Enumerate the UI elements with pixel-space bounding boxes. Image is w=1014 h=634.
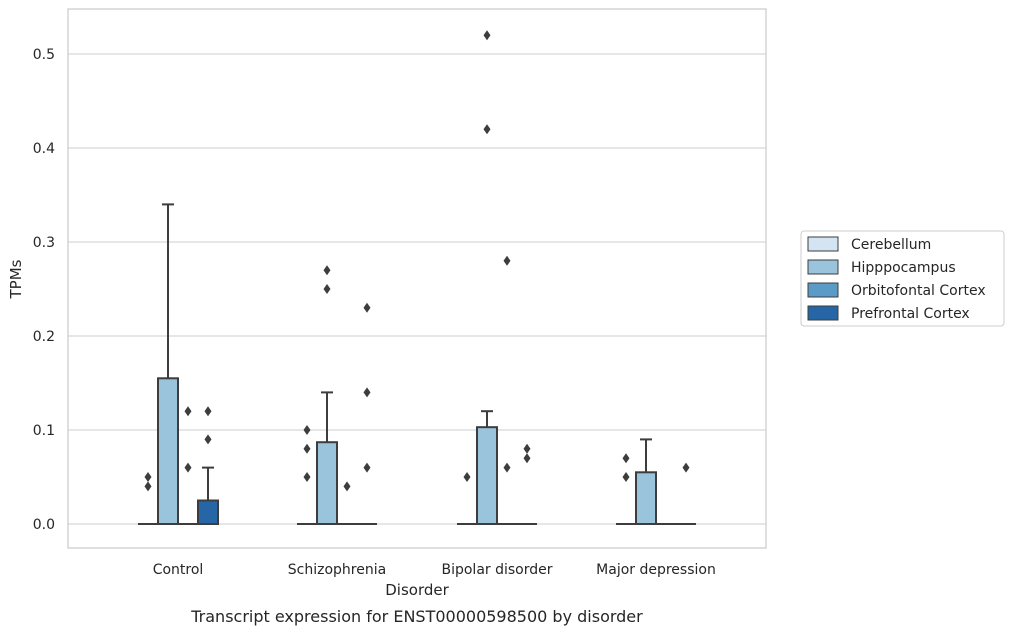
legend-swatch: [807, 259, 839, 275]
box-body: [476, 426, 498, 525]
box-3-3: [676, 462, 696, 525]
outlier-point: [622, 453, 630, 464]
outlier-point: [343, 481, 351, 492]
y-tick-label: 0.2: [33, 329, 55, 345]
box-0-3: [616, 453, 636, 525]
outlier-point: [303, 443, 311, 454]
x-tick-label: Major depression: [596, 562, 716, 578]
outlier-point: [483, 124, 491, 135]
legend-frame: [800, 230, 1005, 327]
outlier-point: [523, 453, 531, 464]
box-3-1: [357, 302, 377, 525]
outlier-point: [463, 472, 471, 482]
box-0-0: [138, 472, 158, 525]
outlier-point: [503, 462, 511, 473]
box-1-0: [157, 203, 179, 525]
box-1-1: [316, 265, 338, 525]
outlier-point: [622, 472, 630, 482]
y-tick-label: 0.1: [33, 423, 55, 439]
outlier-point: [144, 472, 152, 482]
legend-swatch: [807, 305, 839, 321]
box-3-0: [197, 406, 219, 525]
outlier-point: [323, 284, 331, 294]
box-2-0: [178, 406, 198, 525]
outlier-point: [363, 387, 371, 398]
outlier-point: [303, 472, 311, 482]
plot-marks: [138, 30, 696, 525]
outlier-point: [184, 462, 192, 473]
legend: Cerebellum Hipppocampus Orbitofontal Corte…: [800, 230, 1005, 327]
box-3-2: [517, 443, 537, 525]
chart-caption: Transcript expression for ENST0000059850…: [190, 607, 643, 626]
outlier-point: [144, 481, 152, 492]
y-tick-label: 0.5: [33, 47, 55, 63]
outlier-point: [503, 255, 511, 266]
x-axis-label: Disorder: [385, 581, 449, 599]
outlier-point: [363, 302, 371, 313]
outlier-point: [682, 462, 690, 473]
box-2-2: [497, 255, 517, 525]
legend-label: Prefrontal Cortex: [851, 306, 970, 322]
outlier-point: [204, 406, 212, 417]
outlier-point: [204, 434, 212, 445]
y-tick-label: 0.0: [33, 517, 55, 533]
outlier-point: [523, 443, 531, 454]
legend-label: Hipppocampus: [851, 260, 956, 276]
box-body: [157, 377, 179, 525]
y-tick-labels: 0.0 0.1 0.2 0.3 0.4 0.5: [33, 47, 55, 533]
outlier-point: [363, 462, 371, 473]
y-tick-label: 0.3: [33, 235, 55, 251]
x-tick-labels: Control Schizophrenia Bipolar disorder Majo…: [153, 562, 716, 578]
box-2-1: [337, 481, 357, 525]
legend-swatch: [807, 236, 839, 252]
outlier-point: [184, 406, 192, 417]
outlier-point: [303, 425, 311, 435]
y-tick-label: 0.4: [33, 141, 55, 157]
box-1-2: [476, 30, 498, 525]
box-body: [316, 441, 338, 525]
box-0-2: [457, 472, 477, 525]
box-body: [635, 471, 657, 525]
x-tick-label: Schizophrenia: [288, 562, 386, 578]
plot-frame: [67, 8, 767, 549]
box-0-1: [297, 425, 317, 525]
x-tick-label: Control: [153, 562, 204, 578]
outlier-point: [323, 265, 331, 276]
box-1-3: [635, 438, 657, 525]
legend-label: Orbitofontal Cortex: [851, 283, 986, 299]
x-tick-label: Bipolar disorder: [441, 562, 552, 578]
outlier-point: [483, 30, 491, 41]
y-axis-label: TPMs: [7, 259, 25, 299]
legend-swatch: [807, 282, 839, 298]
box-body: [197, 499, 219, 525]
legend-label: Cerebellum: [851, 237, 931, 253]
